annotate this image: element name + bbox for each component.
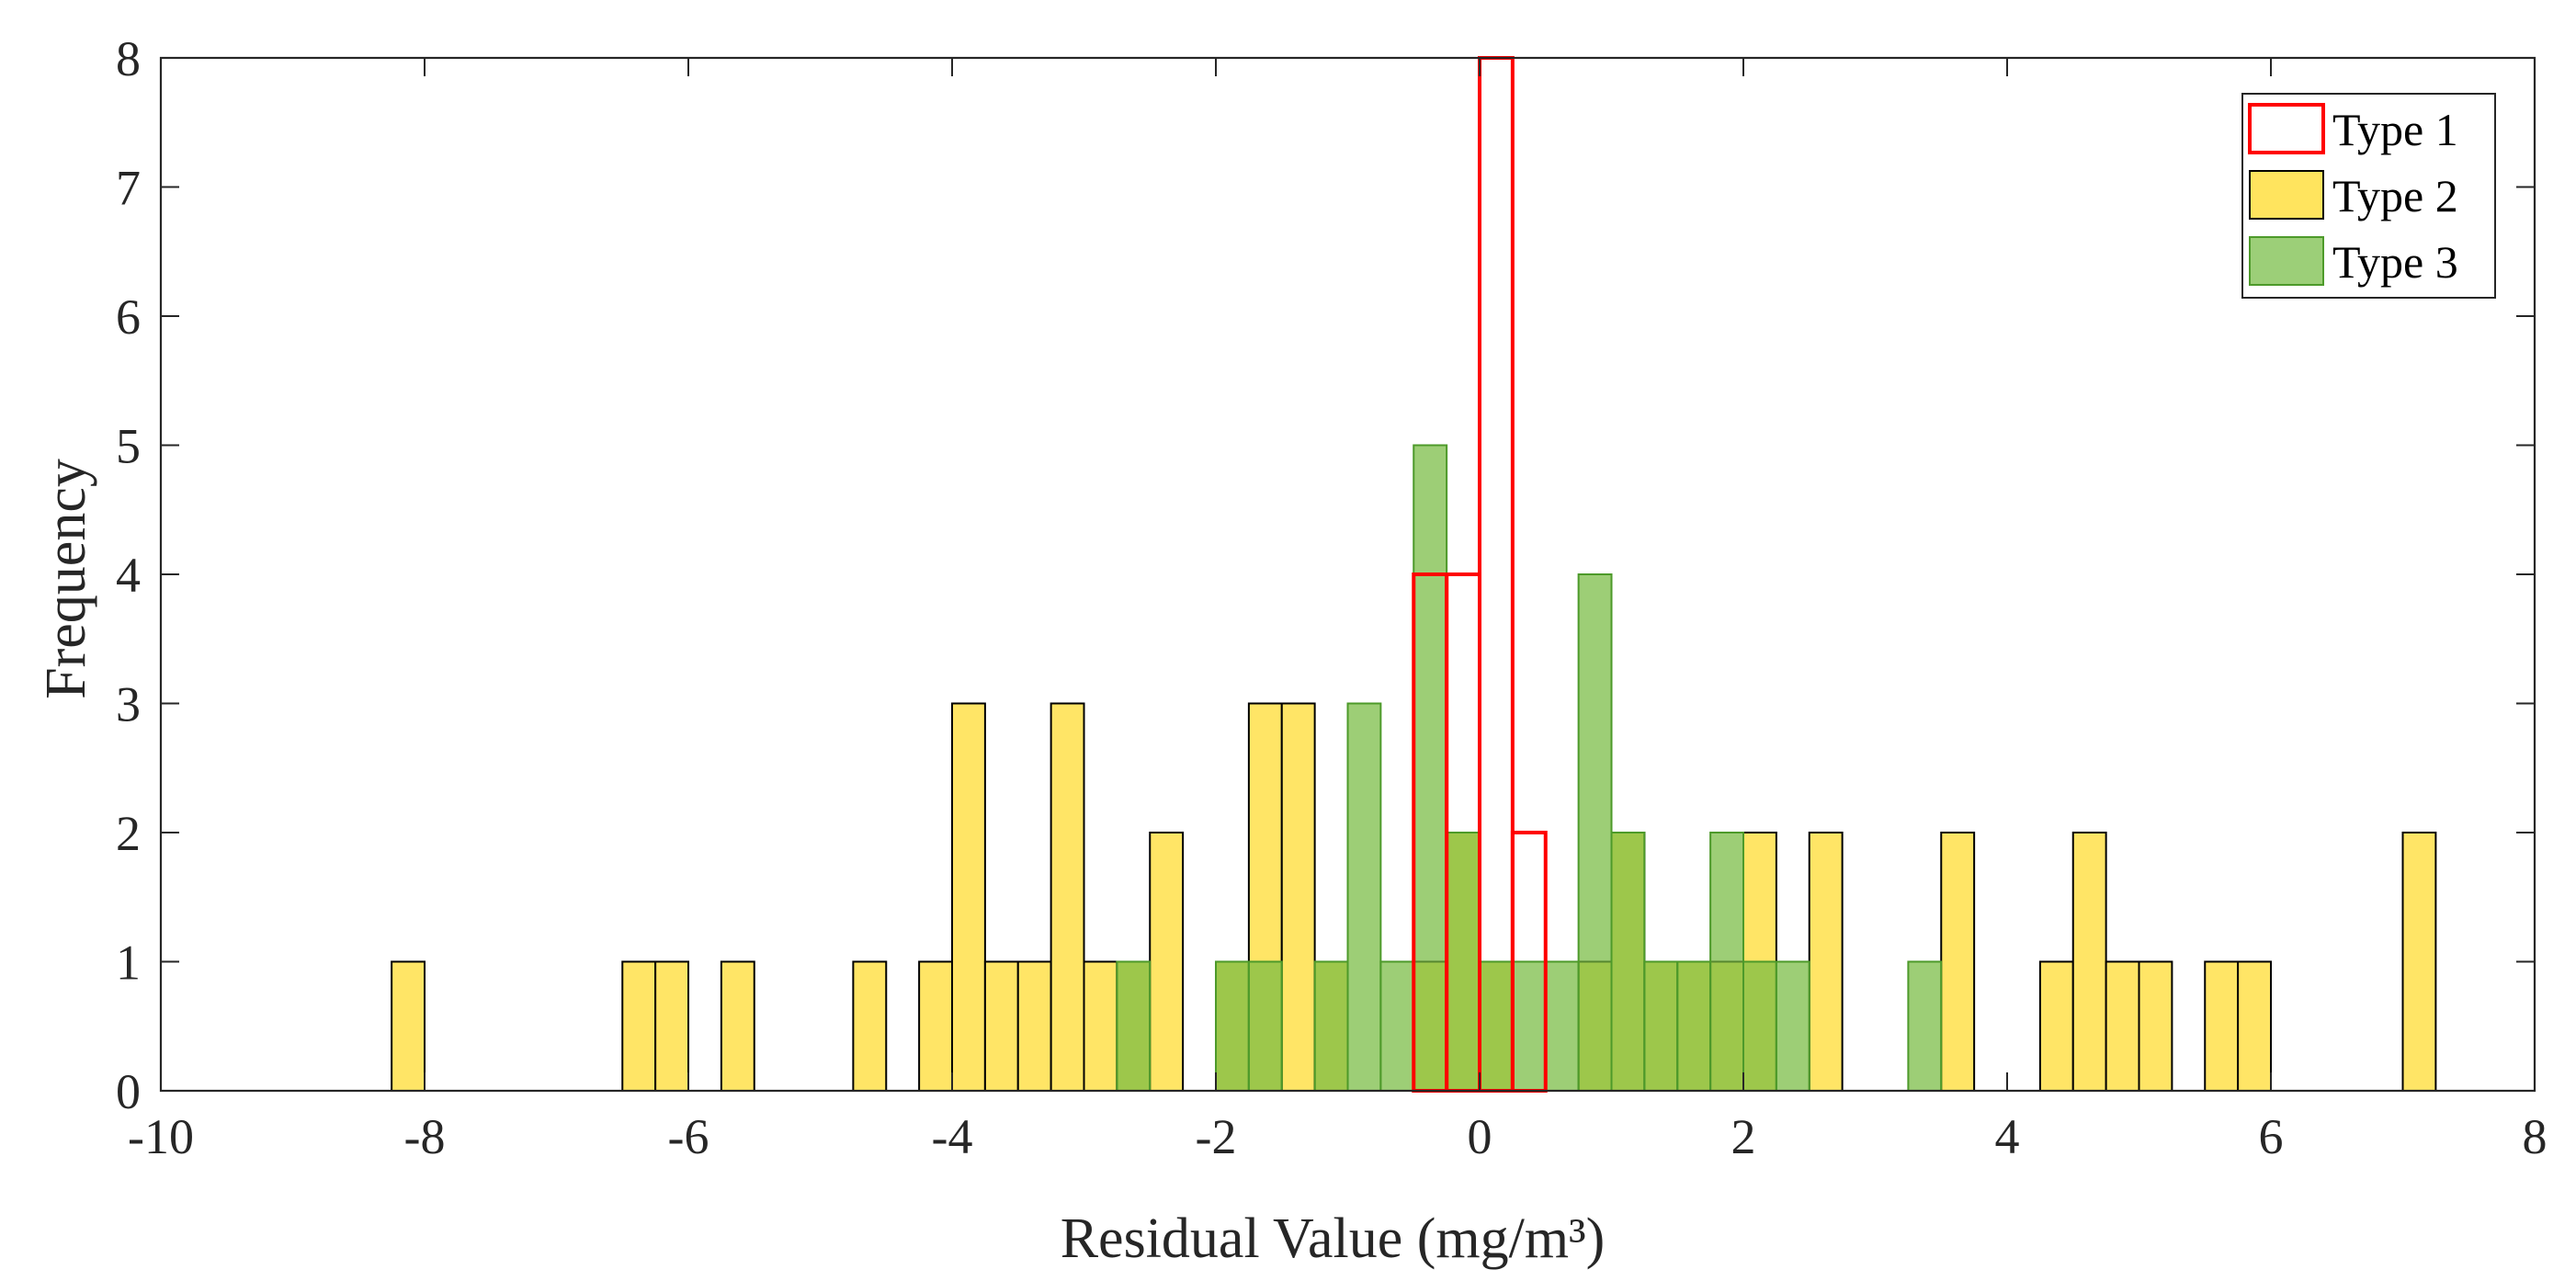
- bar: [1346, 702, 1382, 1092]
- ticks-layer: -10 -8 -6 -4 -2 0 2 4 6 8 0 1 2 3 4 5 6 7 8: [116, 31, 2548, 1164]
- y-tick-label: 4: [116, 548, 141, 603]
- bar: [1676, 960, 1712, 1092]
- bar: [391, 960, 426, 1092]
- x-tick-label: 6: [2259, 1109, 2284, 1164]
- x-tick-label: -8: [404, 1109, 446, 1164]
- legend-swatch: [2249, 170, 2324, 220]
- bar: [1280, 702, 1316, 1092]
- bar: [1247, 960, 1283, 1092]
- bar: [1940, 832, 1976, 1092]
- bars-layer: [391, 56, 2437, 1093]
- bar: [1511, 960, 1547, 1092]
- x-tick-label: -2: [1196, 1109, 1237, 1164]
- series-type-3: [1116, 444, 1943, 1092]
- bar: [951, 702, 986, 1092]
- bar: [654, 960, 690, 1092]
- bar: [1215, 960, 1250, 1092]
- bar: [2401, 832, 2437, 1092]
- x-tick-label: 8: [2523, 1109, 2548, 1164]
- bar: [2071, 832, 2107, 1092]
- legend-label: Type 2: [2332, 170, 2458, 221]
- bar: [1050, 702, 1085, 1092]
- y-tick-label: 2: [116, 806, 141, 861]
- bar: [1313, 960, 1349, 1092]
- y-axis-title: Frequency: [35, 459, 97, 699]
- bar: [1016, 960, 1052, 1092]
- bar: [2204, 960, 2240, 1092]
- bar: [2138, 960, 2173, 1092]
- bar: [1379, 960, 1415, 1092]
- bar: [2237, 960, 2273, 1092]
- bar: [1149, 832, 1185, 1092]
- x-tick-label: 2: [1731, 1109, 1756, 1164]
- bar: [1413, 444, 1448, 1092]
- x-tick-label: 0: [1468, 1109, 1492, 1164]
- bar: [1479, 960, 1514, 1092]
- x-tick-label: -6: [668, 1109, 709, 1164]
- bar: [1907, 960, 1943, 1092]
- bar: [1446, 832, 1481, 1092]
- y-tick-label: 7: [116, 161, 141, 216]
- bar: [720, 960, 755, 1092]
- y-tick-label: 3: [116, 677, 141, 732]
- x-tick-label: -4: [932, 1109, 973, 1164]
- bar: [1610, 832, 1646, 1092]
- bar: [1643, 960, 1679, 1092]
- bar: [2105, 960, 2140, 1092]
- y-tick-label: 8: [116, 31, 141, 86]
- bar: [621, 960, 657, 1092]
- legend-swatch: [2249, 236, 2324, 286]
- legend-label: Type 3: [2332, 236, 2458, 288]
- x-tick-label: -10: [128, 1109, 194, 1164]
- y-tick-label: 1: [116, 935, 141, 991]
- bar: [1775, 960, 1810, 1092]
- bar: [983, 960, 1019, 1092]
- y-tick-label: 6: [116, 289, 141, 345]
- bar: [852, 960, 888, 1092]
- y-tick-label: 0: [116, 1064, 141, 1119]
- bar: [1577, 573, 1613, 1092]
- bar: [1083, 960, 1118, 1092]
- bar: [918, 960, 953, 1092]
- x-axis-title: Residual Value (mg/m³): [1061, 1207, 1606, 1270]
- legend: Type 1 Type 2 Type 3: [2241, 93, 2496, 299]
- bar: [1116, 960, 1152, 1092]
- bar: [1742, 960, 1777, 1092]
- legend-label: Type 1: [2332, 104, 2458, 155]
- bar: [1544, 960, 1580, 1092]
- y-tick-label: 5: [116, 419, 141, 474]
- legend-swatch: [2248, 103, 2325, 154]
- bar: [1808, 832, 1844, 1092]
- x-tick-label: 4: [1995, 1109, 2020, 1164]
- bar: [1709, 832, 1745, 1092]
- bar: [2038, 960, 2074, 1092]
